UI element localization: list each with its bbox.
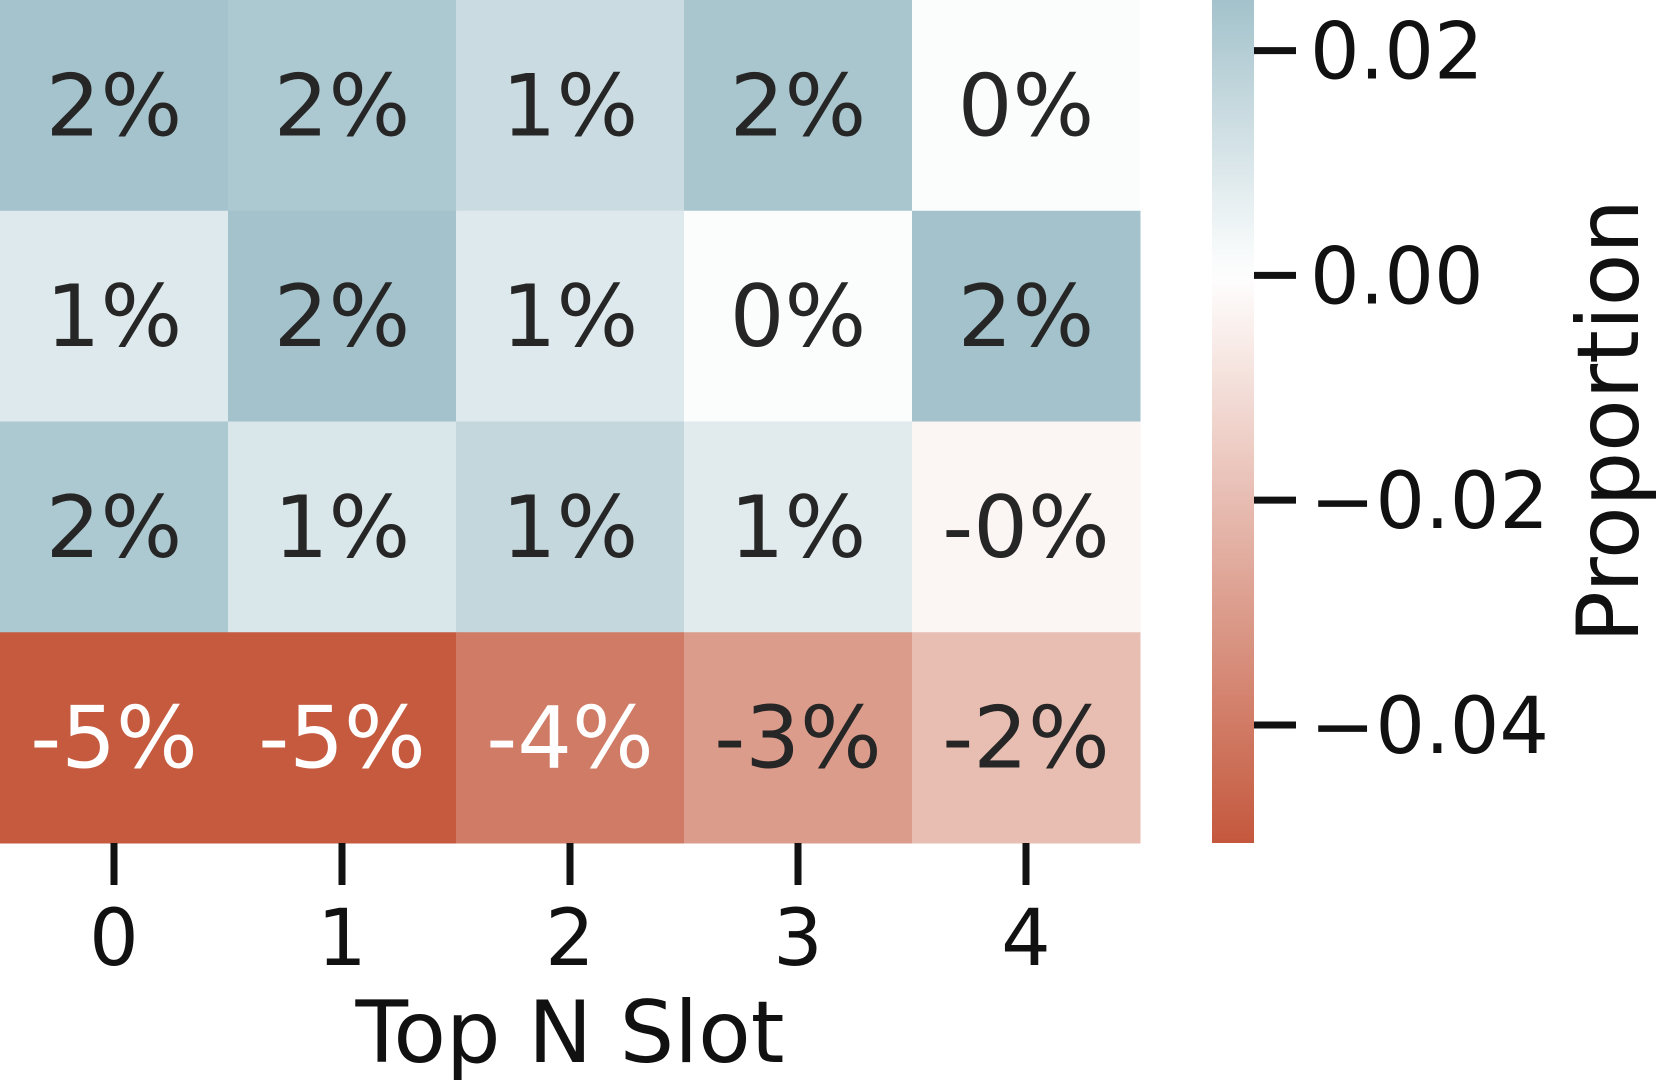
cell-label: -2% [942, 689, 1109, 789]
heatmap-cell [0, 421, 229, 633]
cell-label: -5% [30, 689, 197, 789]
x-axis-title: Top N Slot [355, 983, 785, 1081]
heatmap-cell [228, 632, 457, 844]
cell-label: 0% [730, 267, 866, 367]
cell-label: 1% [502, 478, 638, 578]
cell-label: 1% [730, 478, 866, 578]
x-tick-label: 4 [1001, 894, 1051, 984]
colorbar-tick-label: 0.02 [1310, 8, 1484, 98]
cell-label: 1% [46, 267, 182, 367]
x-tick-label: 1 [317, 894, 367, 984]
cell-label: -3% [714, 689, 881, 789]
colorbar-ticks: 0.02 0.00 −0.02 −0.04 [1254, 8, 1549, 772]
heatmap-cell [912, 632, 1141, 844]
x-tick-label: 2 [545, 894, 595, 984]
heatmap-cell-labels: 2% 2% 1% 2% 0% 1% 2% 1% 0% 2% 2% 1% 1% 1% -0% -5% -5% -4%… [30, 56, 1109, 788]
cell-label: 2% [46, 478, 182, 578]
cell-label: -5% [258, 689, 425, 789]
heatmap-cell [684, 421, 913, 633]
heatmap-cell [912, 421, 1141, 633]
heatmap-cell [456, 421, 685, 633]
cell-label: 2% [730, 56, 866, 156]
colorbar [1212, 0, 1254, 843]
heatmap-cell [228, 210, 457, 422]
cell-label: -4% [486, 689, 653, 789]
x-axis: 0 1 2 3 4 [89, 843, 1051, 984]
cell-label: 1% [274, 478, 410, 578]
heatmap-cell [684, 210, 913, 422]
heatmap-cell [912, 0, 1141, 212]
cell-label: 1% [502, 267, 638, 367]
heatmap-cell [228, 421, 457, 633]
heatmap-cell [684, 0, 913, 212]
cell-label: 2% [46, 56, 182, 156]
heatmap-cell [456, 210, 685, 422]
colorbar-title: Proportion [1559, 199, 1659, 643]
heatmap-cell [0, 0, 229, 212]
x-tick-label: 0 [89, 894, 139, 984]
x-tick-label: 3 [773, 894, 823, 984]
cell-label: 2% [958, 267, 1094, 367]
heatmap-cell [456, 632, 685, 844]
cell-label: 0% [958, 56, 1094, 156]
heatmap-cell [684, 632, 913, 844]
heatmap-cell [912, 210, 1141, 422]
colorbar-tick-label: −0.02 [1310, 457, 1549, 547]
cell-label: -0% [942, 478, 1109, 578]
heatmap-cell [456, 0, 685, 212]
cell-label: 1% [502, 56, 638, 156]
heatmap-cell [228, 0, 457, 212]
heatmap-cells [0, 0, 1141, 844]
cell-label: 2% [274, 267, 410, 367]
colorbar-tick-label: −0.04 [1310, 682, 1549, 772]
colorbar-tick-label: 0.00 [1310, 232, 1484, 322]
heatmap-cell [0, 632, 229, 844]
heatmap-cell [0, 210, 229, 422]
cell-label: 2% [274, 56, 410, 156]
